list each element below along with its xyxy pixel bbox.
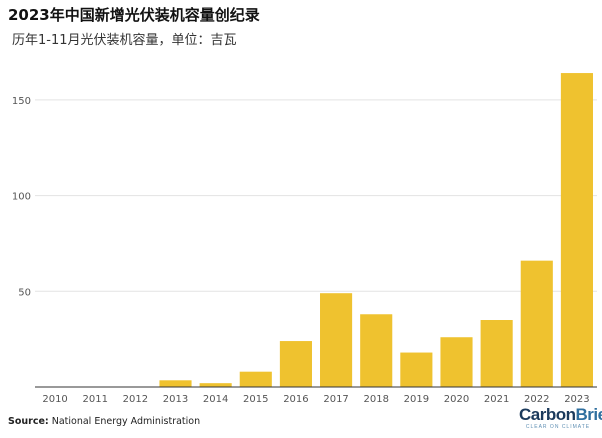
bar-2016 [279,341,312,387]
bars [159,73,593,388]
x-tick-label: 2021 [484,394,509,405]
x-tick-label: 2019 [404,394,429,405]
grid-lines [35,99,597,292]
x-tick-label: 2017 [323,394,348,405]
brand-name: CarbonBrief [519,405,602,424]
x-tick-label: 2020 [444,394,469,405]
y-tick-label: 50 [18,287,31,298]
x-tick-label: 2013 [163,394,188,405]
brand-name-part2: Brief [575,405,602,424]
chart-title: 2023年中国新增光伏装机容量创纪录 [8,6,260,24]
bar-2022 [520,260,553,387]
carbonbrief-logo: CarbonBrief CLEAR ON CLIMATE [519,405,602,431]
bar-2021 [480,320,513,387]
bar-2018 [360,314,393,387]
bar-2015 [239,371,272,387]
x-axis-ticks: 2010 2011 2012 2013 2014 2015 2016 2017 2018 2019… [42,394,589,405]
bar-2017 [320,293,353,387]
chart-subtitle: 历年1-11月光伏装机容量，单位：吉瓦 [12,33,237,48]
source-note: Source: National Energy Administration [8,416,200,427]
x-tick-label: 2022 [524,394,549,405]
y-tick-label: 150 [12,96,31,107]
y-axis-ticks: 50 100 150 [12,96,31,298]
x-tick-label: 2011 [82,394,107,405]
x-tick-label: 2018 [363,394,388,405]
bar-2013 [159,380,192,387]
y-tick-label: 100 [12,192,31,203]
brand-name-part1: Carbon [519,405,576,424]
x-tick-label: 2015 [243,394,268,405]
x-tick-label: 2014 [203,394,228,405]
x-tick-label: 2012 [123,394,148,405]
x-tick-label: 2016 [283,394,308,405]
brand-tagline: CLEAR ON CLIMATE [525,424,591,430]
bar-2020 [440,337,473,387]
x-tick-label: 2010 [42,394,67,405]
x-tick-label: 2023 [564,394,589,405]
source-label: Source: [8,416,49,427]
bar-2019 [400,352,433,387]
bar-2014 [199,383,232,387]
source-text: National Energy Administration [51,416,201,427]
bar-2023 [560,73,593,388]
